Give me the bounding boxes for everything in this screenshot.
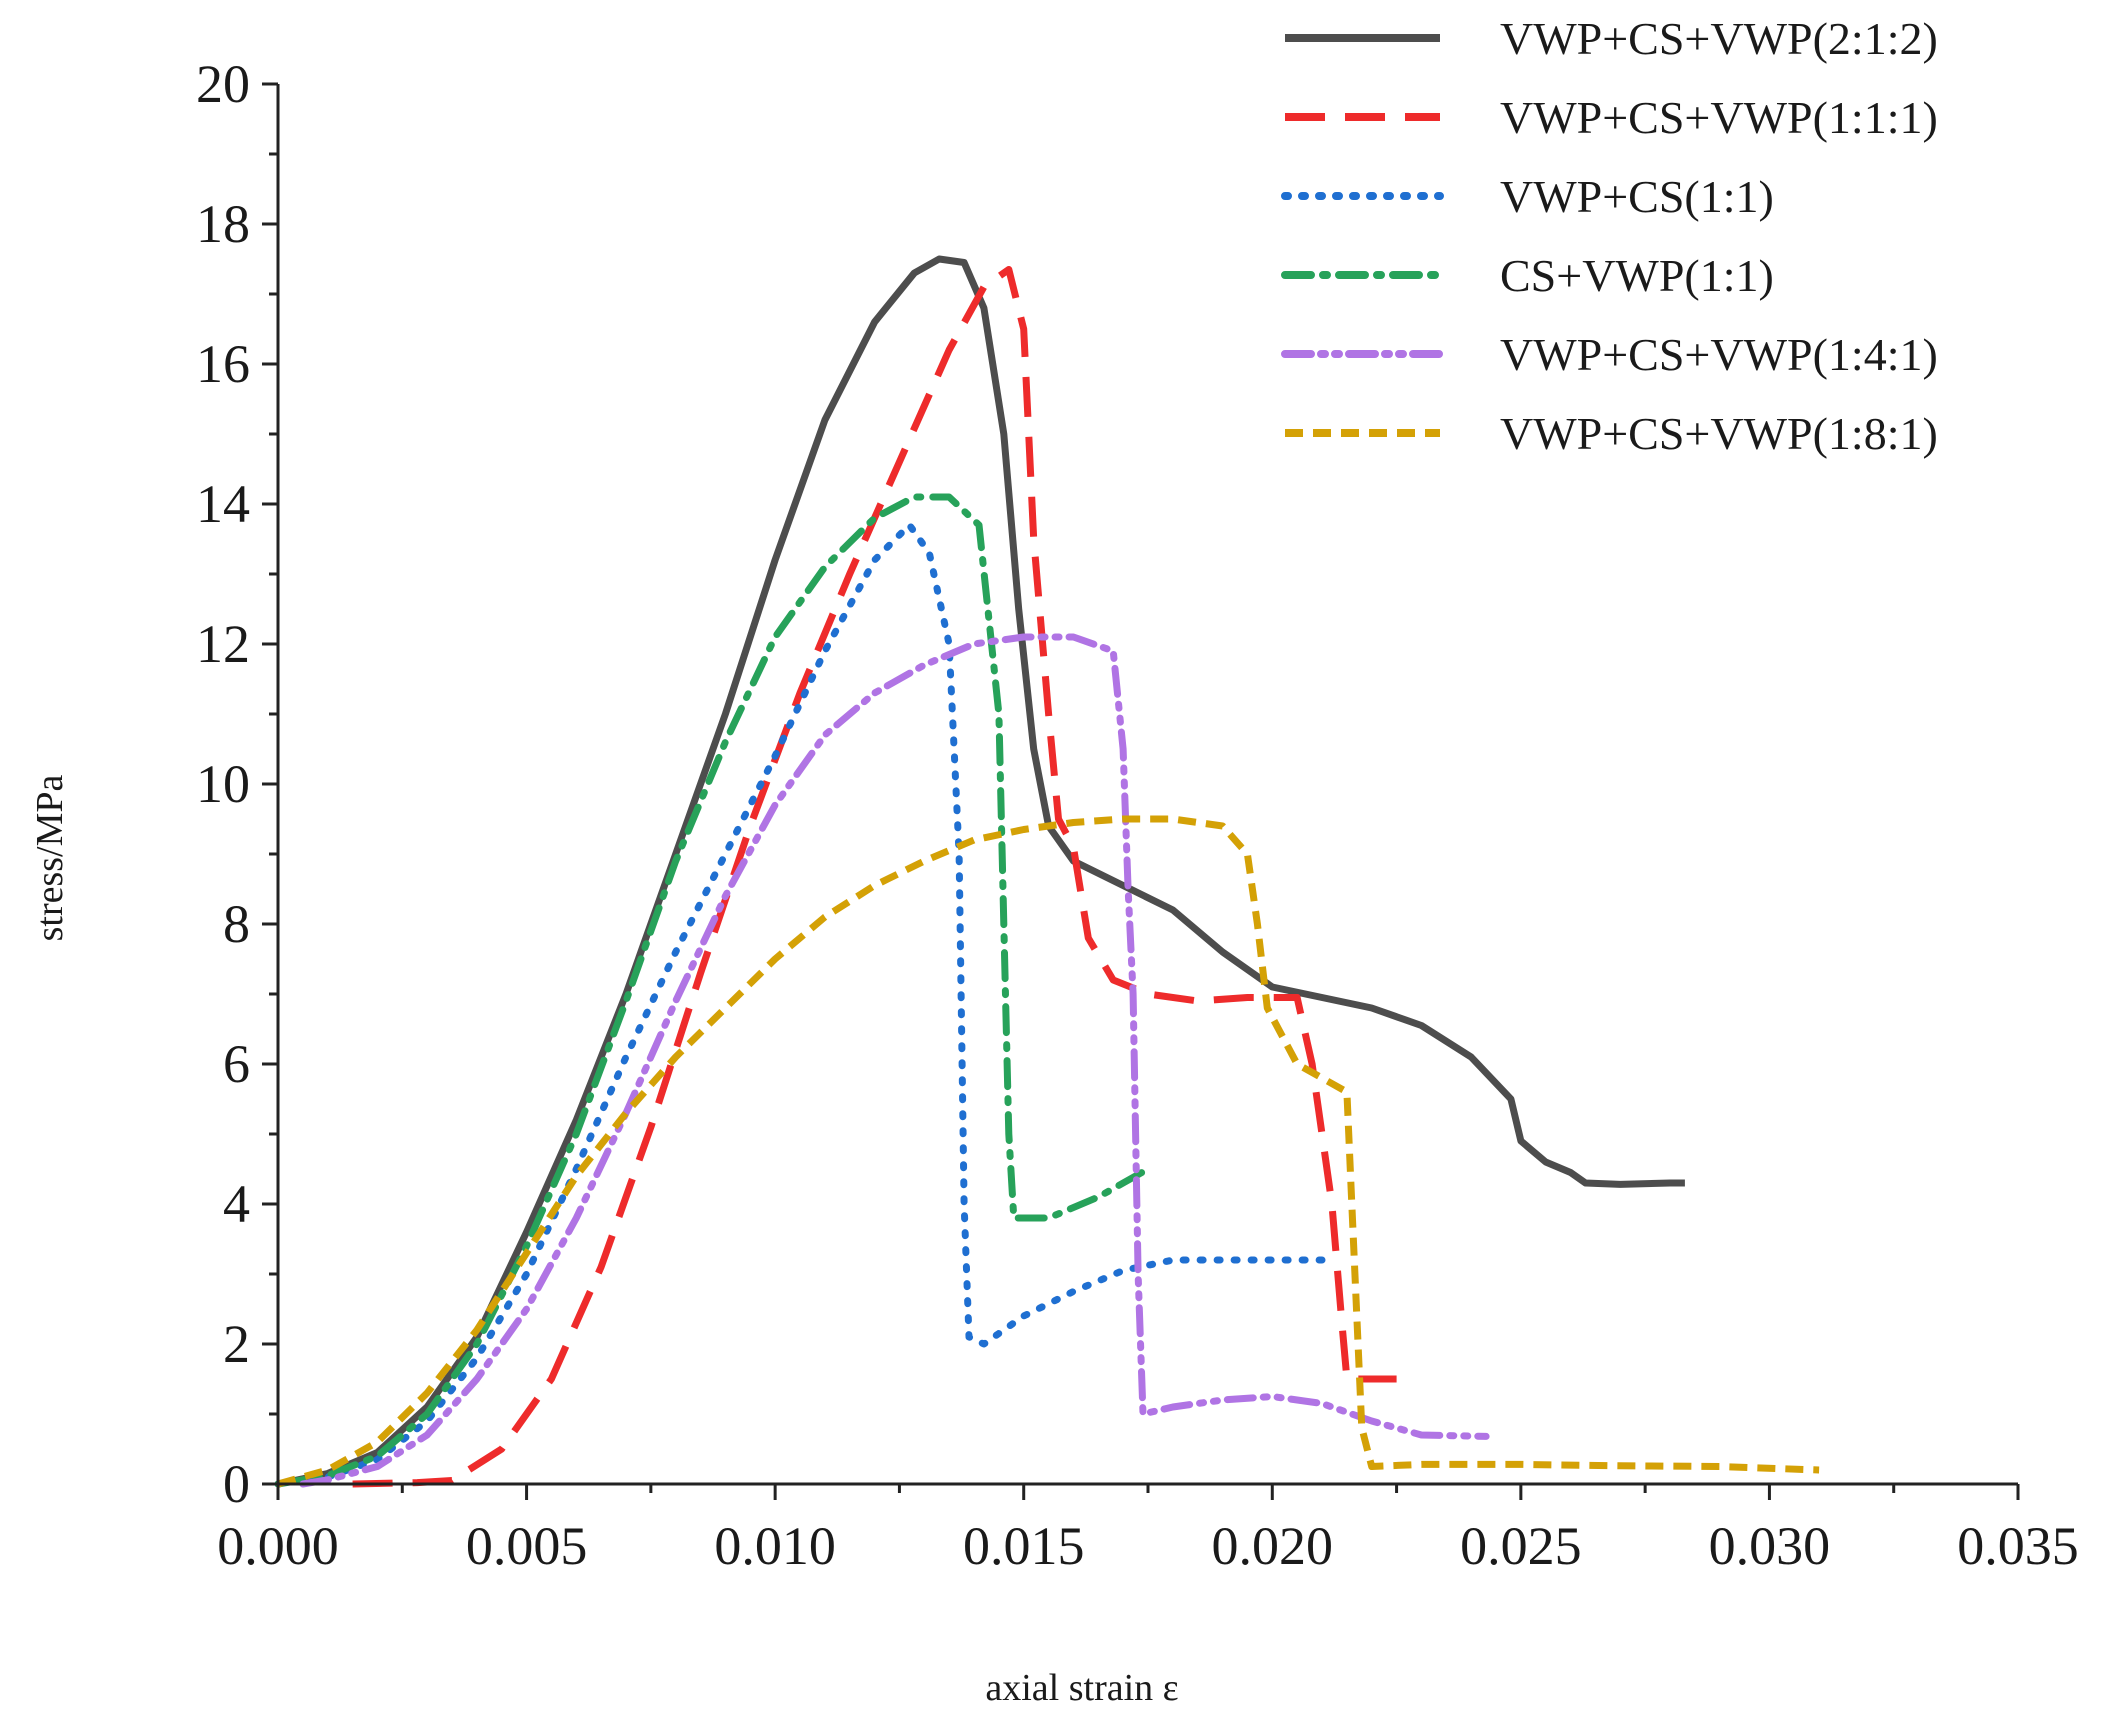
- y-tick-label: 20: [196, 54, 250, 114]
- y-tick-label: 14: [196, 474, 250, 534]
- x-tick-label: 0.015: [963, 1516, 1085, 1576]
- x-tick-label: 0.000: [217, 1516, 339, 1576]
- legend: VWP+CS+VWP(2:1:2) VWP+CS+VWP(1:1:1) VWP+CS…: [1281, 13, 1938, 459]
- y-axis-title: stress/MPa: [29, 774, 71, 941]
- x-tick-label: 0.030: [1709, 1516, 1831, 1576]
- x-tick-label: 0.020: [1212, 1516, 1334, 1576]
- series-line: [277, 255, 1685, 1488]
- legend-label: VWP+CS+VWP(2:1:2): [1500, 13, 1938, 64]
- y-tick-label: 18: [196, 194, 250, 254]
- legend-label: VWP+CS+VWP(1:8:1): [1500, 408, 1938, 459]
- legend-label: VWP+CS(1:1): [1500, 171, 1774, 222]
- series-line: [274, 521, 1326, 1488]
- y-tick-label: 10: [196, 754, 250, 814]
- y-tick-label: 2: [223, 1314, 250, 1374]
- y-tick-label: 0: [223, 1454, 250, 1514]
- legend-label: CS+VWP(1:1): [1500, 250, 1774, 301]
- y-tick-label: 16: [196, 334, 250, 394]
- legend-label: VWP+CS+VWP(1:1:1): [1500, 92, 1938, 143]
- x-axis-title: axial strain ε: [985, 1667, 1178, 1709]
- y-tick-label: 12: [196, 614, 250, 674]
- x-tick-label: 0.025: [1460, 1516, 1582, 1576]
- x-tick-label: 0.010: [714, 1516, 836, 1576]
- series-line: [277, 815, 1820, 1488]
- legend-label: VWP+CS+VWP(1:4:1): [1500, 329, 1938, 380]
- x-tick-label: 0.005: [466, 1516, 588, 1576]
- plot-lines: [274, 255, 1820, 1488]
- y-tick-label: 4: [223, 1174, 250, 1234]
- ticks: 0 2 4 6 8 10 12 14 16 18 20 0.000 0.005 0.010 0.015 0.0…: [196, 54, 2079, 1576]
- y-tick-label: 6: [223, 1034, 250, 1094]
- x-tick-label: 0.035: [1957, 1516, 2079, 1576]
- series-line: [274, 493, 1152, 1488]
- y-tick-label: 8: [223, 894, 250, 954]
- series-line: [299, 633, 1490, 1488]
- series-line: [352, 266, 1397, 1488]
